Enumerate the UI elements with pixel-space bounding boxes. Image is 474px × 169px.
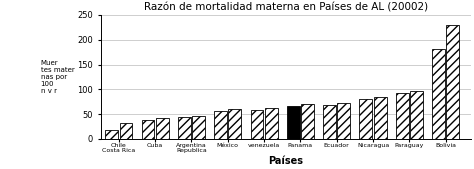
- Bar: [359, 99, 373, 139]
- Bar: [105, 130, 118, 139]
- Bar: [119, 123, 132, 139]
- Bar: [287, 106, 300, 139]
- Bar: [265, 108, 278, 139]
- Y-axis label: Muer
tes mater
nas por
100
n v r: Muer tes mater nas por 100 n v r: [41, 60, 74, 94]
- X-axis label: Países: Países: [268, 156, 303, 166]
- Bar: [337, 103, 350, 139]
- Bar: [192, 116, 205, 139]
- Bar: [447, 25, 459, 139]
- Bar: [410, 91, 423, 139]
- Bar: [396, 93, 409, 139]
- Title: Razón de mortalidad materna en Países de AL (20002): Razón de mortalidad materna en Países de…: [144, 3, 428, 13]
- Bar: [323, 105, 336, 139]
- Bar: [250, 110, 264, 139]
- Bar: [432, 49, 445, 139]
- Bar: [374, 97, 387, 139]
- Bar: [142, 120, 155, 139]
- Bar: [156, 118, 169, 139]
- Bar: [178, 117, 191, 139]
- Bar: [301, 104, 314, 139]
- Bar: [214, 111, 227, 139]
- Bar: [228, 109, 241, 139]
